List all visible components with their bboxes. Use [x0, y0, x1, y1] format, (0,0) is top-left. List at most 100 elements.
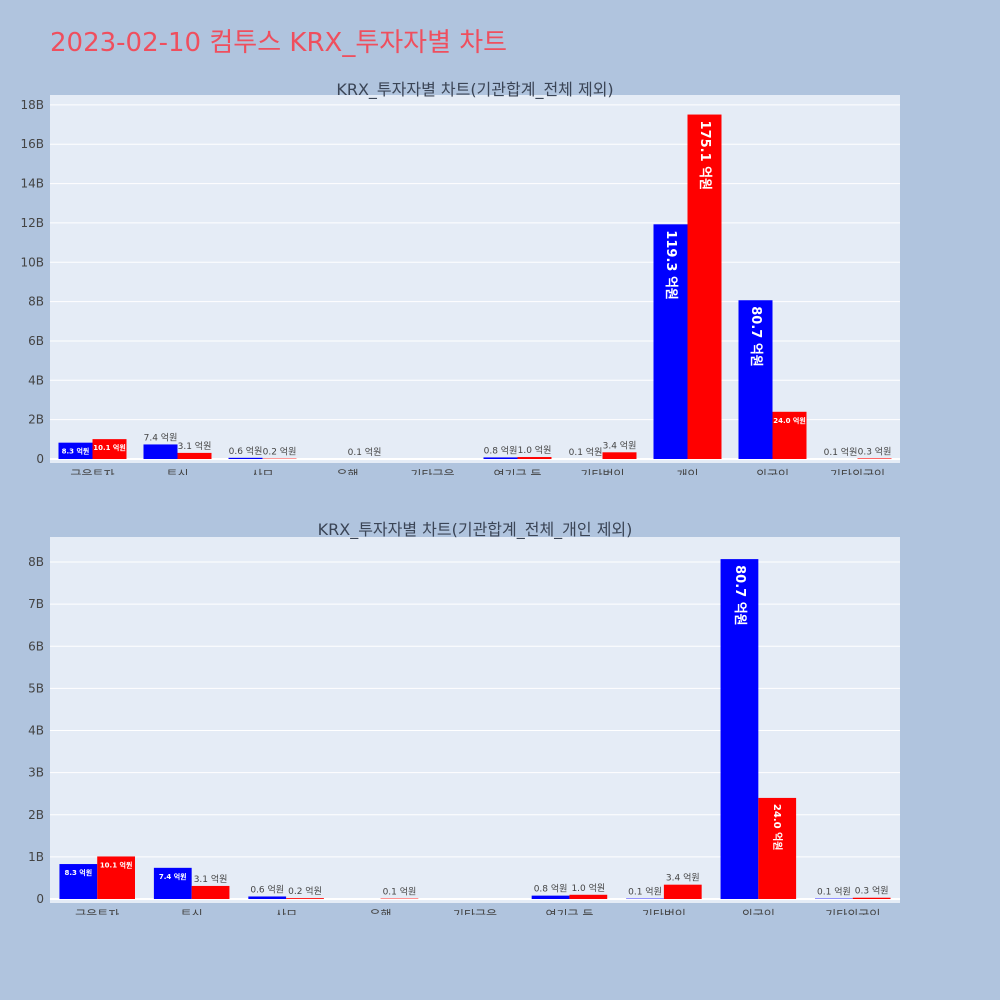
x-tick-label: 외국인	[742, 908, 775, 915]
bar	[92, 439, 127, 459]
bar	[772, 411, 807, 459]
data-label: 24.0 억원	[771, 804, 784, 851]
bar	[517, 457, 552, 459]
data-label: 80.7 억원	[748, 306, 763, 367]
y-tick-label: 7B	[28, 597, 44, 611]
bar	[663, 884, 702, 899]
data-label: 175.1 억원	[697, 121, 712, 191]
bar	[58, 442, 93, 459]
x-tick-label: 사모	[275, 908, 297, 915]
bar	[569, 894, 608, 899]
data-label: 0.1 억원	[817, 886, 851, 898]
data-label: 0.3 억원	[855, 885, 889, 897]
bar	[286, 898, 324, 899]
bar	[248, 896, 287, 899]
bar	[228, 457, 263, 459]
data-label: 3.4 억원	[603, 439, 637, 451]
chart-without-institution-total: 0 2B 4B 6B 8B 10B 12B 14B 16B 18B KRX_투자자별 차트(기관합계…	[20, 80, 900, 475]
y-tick-label: 4B	[28, 373, 44, 387]
data-label: 7.4 억원	[159, 872, 187, 881]
chart-title: KRX_투자자별 차트(기관합계_전체 제외)	[336, 80, 613, 100]
data-label: 3.1 억원	[194, 873, 228, 885]
y-tick-label: 4B	[28, 724, 44, 738]
data-label: 8.3 억원	[62, 447, 90, 456]
data-label: 0.6 억원	[250, 883, 284, 895]
bar	[602, 452, 637, 459]
data-label: 0.8 억원	[534, 883, 568, 895]
x-tick-label: 기타금융	[410, 468, 454, 475]
data-label: 80.7 억원	[732, 565, 747, 626]
data-label: 24.0 억원	[773, 416, 806, 425]
bar	[687, 114, 722, 459]
data-label: 1.0 억원	[518, 444, 552, 456]
bar	[857, 458, 892, 459]
x-tick-label: 사모	[251, 468, 273, 475]
y-tick-label: 8B	[28, 555, 44, 569]
y-tick-label: 16B	[20, 137, 44, 151]
y-tick-label: 0	[36, 452, 44, 466]
data-label: 0.1 억원	[569, 446, 603, 458]
bar	[177, 452, 212, 459]
x-tick-label: 은행	[370, 907, 392, 915]
x-tick-label: 개인	[676, 468, 698, 475]
data-label: 0.1 억원	[628, 886, 662, 898]
x-tick-label: 은행	[336, 467, 358, 475]
y-tick-label: 2B	[28, 413, 44, 427]
bar	[720, 559, 759, 899]
y-tick-label: 8B	[28, 295, 44, 309]
y-tick-label: 0	[36, 892, 44, 906]
page-title: 2023-02-10 컴투스 KRX_투자자별 차트	[50, 28, 508, 58]
y-tick-label: 6B	[28, 334, 44, 348]
y-tick-label: 3B	[28, 766, 44, 780]
data-label: 119.3 억원	[663, 230, 678, 300]
x-tick-label: 기타외국인	[825, 908, 880, 915]
y-tick-label: 10B	[20, 255, 44, 269]
data-label: 3.1 억원	[178, 440, 212, 452]
data-label: 0.1 억원	[383, 886, 417, 898]
x-tick-label: 투신	[166, 468, 188, 475]
bar	[483, 457, 518, 459]
chart-title: KRX_투자자별 차트(기관합계_전체_개인 제외)	[318, 520, 633, 540]
bar	[758, 797, 797, 899]
data-label: 0.3 억원	[858, 445, 892, 457]
y-tick-label: 18B	[20, 98, 44, 112]
data-label: 1.0 억원	[571, 882, 605, 894]
bar	[852, 897, 891, 899]
data-label: 8.3 억원	[64, 868, 92, 877]
y-tick-label: 6B	[28, 639, 44, 653]
x-tick-label: 기타외국인	[830, 468, 885, 475]
y-tick-label: 5B	[28, 681, 44, 695]
data-label: 7.4 억원	[144, 431, 178, 443]
data-label: 10.1 억원	[93, 443, 126, 452]
bar	[653, 224, 688, 459]
y-tick-label: 14B	[20, 177, 44, 191]
data-label: 3.4 억원	[666, 872, 700, 884]
x-tick-label: 금융투자	[75, 908, 119, 915]
data-label: 10.1 억원	[100, 860, 133, 869]
y-tick-label: 12B	[20, 216, 44, 230]
x-tick-label: 기타법인	[642, 908, 686, 915]
bar	[59, 864, 98, 899]
x-tick-label: 기타금융	[453, 908, 497, 915]
bar	[153, 867, 192, 899]
data-label: 0.6 억원	[229, 445, 263, 457]
x-tick-label: 연기금 등	[494, 468, 542, 475]
bar	[97, 856, 135, 899]
data-label: 0.2 억원	[263, 446, 297, 458]
x-tick-label: 외국인	[756, 468, 789, 475]
data-label: 0.8 억원	[484, 444, 518, 456]
bar	[531, 895, 570, 899]
data-label: 0.1 억원	[348, 446, 382, 458]
data-label: 0.2 억원	[288, 885, 322, 897]
x-tick-label: 금융투자	[70, 468, 114, 475]
bar	[143, 444, 178, 459]
y-tick-label: 1B	[28, 850, 44, 864]
y-tick-label: 2B	[28, 808, 44, 822]
x-tick-label: 연기금 등	[545, 908, 593, 915]
bar	[191, 885, 230, 899]
chart-without-institution-total-and-individual: 0 1B 2B 3B 4B 5B 6B 7B 8B KRX_투자자별 차트(기관합계_전체_개인 …	[28, 520, 900, 915]
x-tick-label: 기타법인	[580, 468, 624, 475]
bar	[738, 300, 773, 459]
x-tick-label: 투신	[181, 908, 203, 915]
data-label: 0.1 억원	[824, 446, 858, 458]
